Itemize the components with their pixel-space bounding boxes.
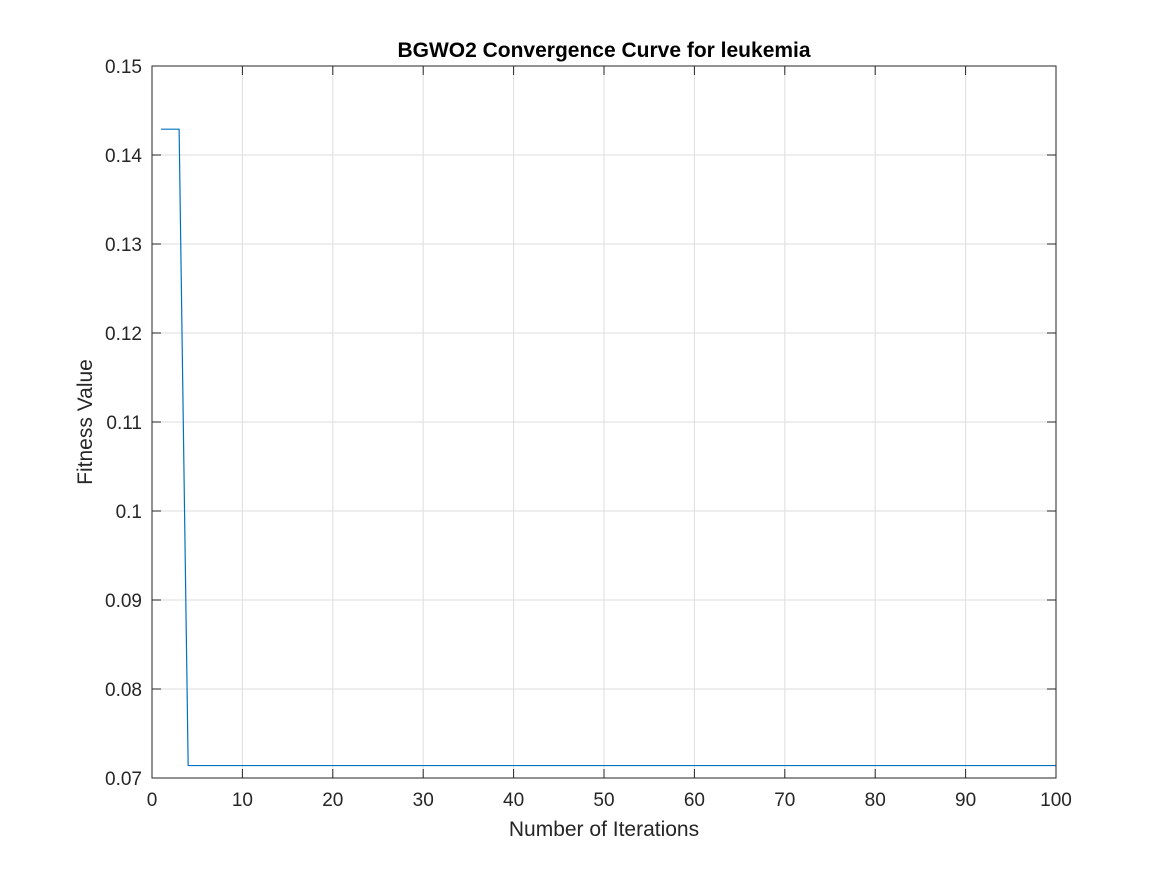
y-tick-label: 0.11 bbox=[106, 413, 142, 434]
fitness-curve-line bbox=[161, 128, 1056, 767]
x-tick-label: 20 bbox=[322, 790, 343, 811]
x-tick-label: 40 bbox=[503, 790, 524, 811]
y-tick-labels: 0.07 0.08 0.09 0.1 0.11 0.12 0.13 0.14 0.15 bbox=[105, 57, 142, 790]
chart-title: BGWO2 Convergence Curve for leukemia bbox=[397, 39, 810, 62]
y-tick-label: 0.12 bbox=[105, 324, 142, 345]
series-layer bbox=[161, 128, 1056, 767]
y-tick-label: 0.09 bbox=[105, 591, 142, 612]
y-tick-label: 0.13 bbox=[105, 235, 142, 256]
y-tick-label: 0.1 bbox=[116, 502, 142, 523]
x-tick-label: 60 bbox=[684, 790, 705, 811]
x-tick-label: 10 bbox=[232, 790, 253, 811]
tick-marks bbox=[151, 65, 1057, 779]
grid-lines bbox=[152, 66, 1056, 778]
x-tick-label: 50 bbox=[593, 790, 614, 811]
x-tick-label: 100 bbox=[1040, 790, 1072, 811]
y-tick-label: 0.07 bbox=[105, 769, 142, 790]
x-tick-label: 30 bbox=[413, 790, 434, 811]
x-tick-labels: 0 10 20 30 40 50 60 70 80 90 100 bbox=[147, 790, 1072, 811]
y-axis-title: Fitness Value bbox=[74, 359, 97, 485]
x-tick-label: 90 bbox=[955, 790, 976, 811]
x-tick-label: 80 bbox=[865, 790, 886, 811]
x-axis-title: Number of Iterations bbox=[509, 818, 699, 841]
y-tick-label: 0.08 bbox=[105, 680, 142, 701]
y-tick-label: 0.15 bbox=[105, 57, 142, 78]
x-tick-label: 70 bbox=[774, 790, 795, 811]
y-tick-label: 0.14 bbox=[105, 146, 142, 167]
x-tick-label: 0 bbox=[147, 790, 158, 811]
